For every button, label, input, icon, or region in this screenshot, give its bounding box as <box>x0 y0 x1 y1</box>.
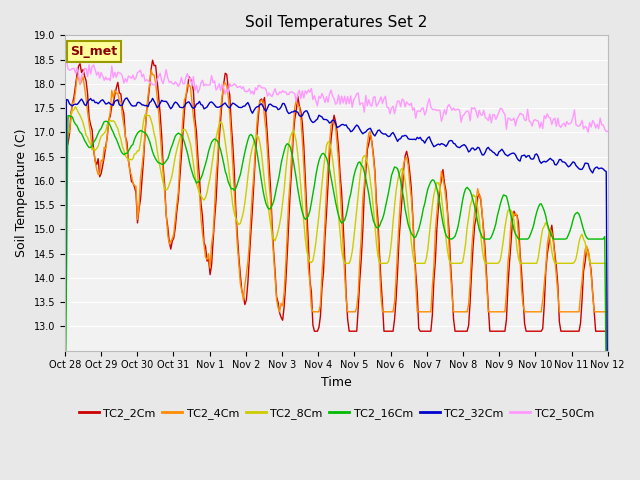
X-axis label: Time: Time <box>321 376 352 389</box>
TC2_2Cm <box>604 328 612 334</box>
TC2_2Cm <box>577 320 584 326</box>
TC2_4Cm <box>61 147 68 153</box>
TC2_8Cm <box>300 219 308 225</box>
TC2_50Cm <box>225 89 232 95</box>
TC2_32Cm <box>61 382 68 388</box>
TC2_50Cm <box>129 72 137 78</box>
TC2_2Cm <box>252 152 259 158</box>
TC2_16Cm <box>129 142 137 147</box>
TC2_8Cm <box>252 136 259 142</box>
TC2_50Cm <box>252 85 259 91</box>
Text: SI_met: SI_met <box>70 45 118 58</box>
TC2_8Cm <box>129 156 137 162</box>
TC2_8Cm <box>243 188 250 193</box>
TC2_2Cm <box>61 152 68 158</box>
TC2_4Cm <box>252 143 259 149</box>
Line: TC2_4Cm: TC2_4Cm <box>65 70 608 312</box>
TC2_2Cm <box>225 85 232 91</box>
TC2_2Cm <box>148 57 156 63</box>
TC2_4Cm <box>301 193 309 199</box>
TC2_32Cm <box>300 109 308 115</box>
TC2_4Cm <box>604 309 612 315</box>
TC2_4Cm <box>243 272 250 277</box>
Line: TC2_50Cm: TC2_50Cm <box>65 60 608 132</box>
TC2_16Cm <box>225 179 232 185</box>
Line: TC2_32Cm: TC2_32Cm <box>65 98 608 433</box>
TC2_50Cm <box>63 57 70 62</box>
TC2_8Cm <box>575 239 583 245</box>
TC2_8Cm <box>61 398 68 404</box>
TC2_32Cm <box>575 166 583 172</box>
TC2_2Cm <box>243 297 250 303</box>
Line: TC2_8Cm: TC2_8Cm <box>65 107 608 480</box>
Line: TC2_16Cm: TC2_16Cm <box>65 116 608 480</box>
TC2_16Cm <box>300 214 308 220</box>
TC2_50Cm <box>604 129 612 134</box>
TC2_8Cm <box>225 161 232 167</box>
TC2_2Cm <box>310 328 318 334</box>
TC2_2Cm <box>300 143 308 149</box>
Y-axis label: Soil Temperature (C): Soil Temperature (C) <box>15 129 28 257</box>
TC2_4Cm <box>225 94 232 99</box>
TC2_32Cm <box>129 103 137 109</box>
Legend: TC2_2Cm, TC2_4Cm, TC2_8Cm, TC2_16Cm, TC2_32Cm, TC2_50Cm: TC2_2Cm, TC2_4Cm, TC2_8Cm, TC2_16Cm, TC2… <box>74 404 598 423</box>
TC2_32Cm <box>604 430 612 436</box>
TC2_32Cm <box>225 104 232 110</box>
TC2_16Cm <box>252 142 259 148</box>
TC2_4Cm <box>147 67 155 73</box>
TC2_8Cm <box>72 104 79 109</box>
TC2_50Cm <box>575 123 583 129</box>
TC2_16Cm <box>243 143 250 149</box>
TC2_2Cm <box>127 179 135 184</box>
TC2_50Cm <box>61 60 68 65</box>
TC2_50Cm <box>584 130 592 135</box>
TC2_32Cm <box>243 101 250 107</box>
TC2_50Cm <box>243 89 250 95</box>
TC2_50Cm <box>300 95 308 101</box>
Title: Soil Temperatures Set 2: Soil Temperatures Set 2 <box>245 15 428 30</box>
TC2_4Cm <box>577 292 584 298</box>
TC2_16Cm <box>575 211 583 217</box>
TC2_16Cm <box>64 113 72 119</box>
TC2_16Cm <box>61 451 68 456</box>
Line: TC2_2Cm: TC2_2Cm <box>65 60 608 331</box>
TC2_32Cm <box>123 95 131 101</box>
TC2_4Cm <box>127 172 135 178</box>
TC2_32Cm <box>252 105 259 111</box>
TC2_4Cm <box>276 309 284 315</box>
